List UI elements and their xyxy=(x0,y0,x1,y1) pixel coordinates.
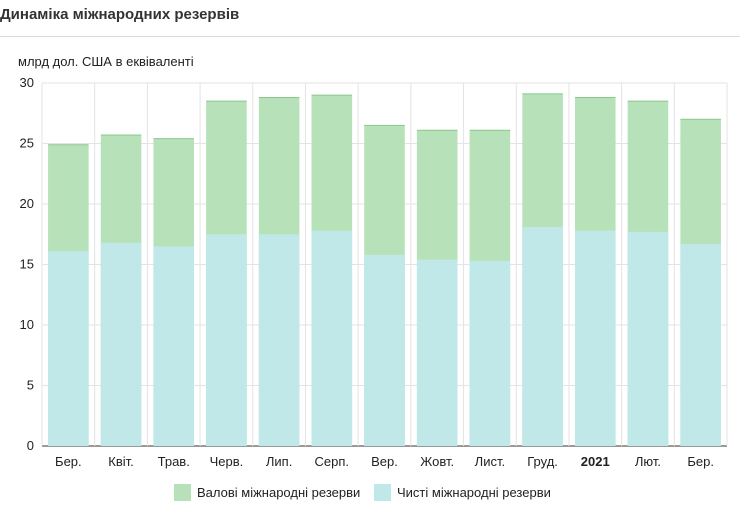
y-tick-label: 5 xyxy=(27,378,34,393)
bar-net-11 xyxy=(627,231,669,446)
page-title: Динаміка міжнародних резервів xyxy=(0,6,240,23)
x-tick-label: Черв. xyxy=(210,454,244,469)
x-tick-label: Бер. xyxy=(55,454,82,469)
legend-swatch-gross xyxy=(174,484,191,501)
bar-net-1 xyxy=(100,242,142,446)
x-tick-label: Вер. xyxy=(371,454,398,469)
bar-net-5 xyxy=(311,230,353,446)
chart-canvas: 0 5 10 15 20 25 30 Бер. Квіт. Трав. Черв. Лип. Серп… xyxy=(20,75,728,469)
legend-item-net[interactable]: Чисті міжнародні резерви xyxy=(374,484,551,501)
y-tick-label: 30 xyxy=(20,75,34,90)
x-tick-label: Жовт. xyxy=(420,454,454,469)
y-tick-label: 20 xyxy=(20,196,34,211)
x-tick-label: Лист. xyxy=(475,454,505,469)
bar-net-7 xyxy=(416,259,458,446)
x-tick-label: Серп. xyxy=(315,454,350,469)
x-tick-labels: Бер. Квіт. Трав. Черв. Лип. Серп. Вер. Жовт. Лис… xyxy=(55,454,714,469)
bar-net-12 xyxy=(680,243,721,446)
y-tick-label: 25 xyxy=(20,136,34,151)
title-divider xyxy=(0,36,740,37)
legend-swatch-net xyxy=(374,484,391,501)
bar-net-4 xyxy=(258,234,300,446)
x-tick-label: Лют. xyxy=(635,454,661,469)
bar-net-10 xyxy=(574,230,616,446)
legend-item-gross[interactable]: Валові міжнародні резерви xyxy=(174,484,360,501)
bar-net-2 xyxy=(153,246,195,446)
legend-label-gross: Валові міжнародні резерви xyxy=(197,485,361,500)
x-tick-label: Квіт. xyxy=(108,454,134,469)
legend: Валові міжнародні резерви Чисті міжнарод… xyxy=(0,484,740,504)
y-axis-label: млрд дол. США в еквіваленті xyxy=(18,54,194,69)
x-tick-label: Трав. xyxy=(158,454,190,469)
y-tick-label: 10 xyxy=(20,317,34,332)
bar-net-3 xyxy=(206,234,247,446)
y-tick-label: 0 xyxy=(27,438,34,453)
x-tick-label: 2021 xyxy=(581,454,610,469)
legend-label-net: Чисті міжнародні резерви xyxy=(397,485,551,500)
bar-net-8 xyxy=(469,260,511,446)
bars xyxy=(48,93,721,447)
bar-net-9 xyxy=(522,226,563,446)
x-tick-label: Бер. xyxy=(687,454,714,469)
bar-net-6 xyxy=(364,254,405,446)
bar-net-0 xyxy=(48,251,89,446)
x-tick-label: Лип. xyxy=(266,454,292,469)
x-tick-label: Груд. xyxy=(527,454,558,469)
y-tick-labels: 0 5 10 15 20 25 30 xyxy=(20,75,34,453)
y-tick-label: 15 xyxy=(20,257,34,272)
